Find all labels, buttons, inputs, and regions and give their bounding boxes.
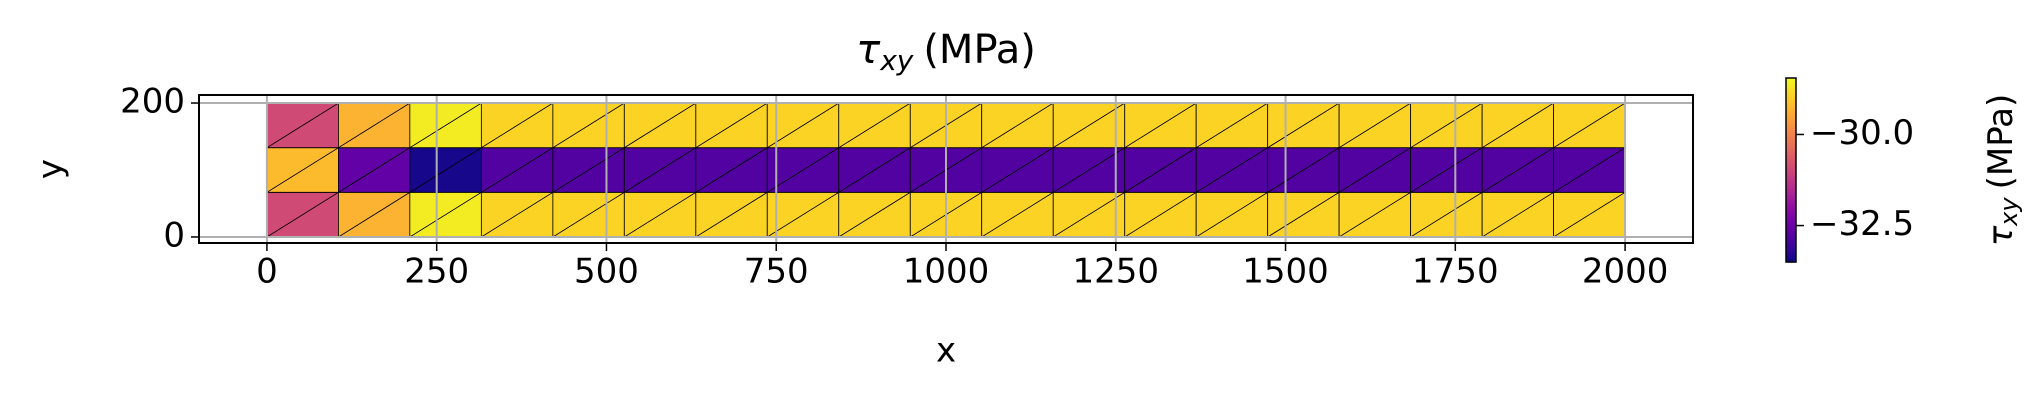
colorbar-step	[1786, 200, 1796, 205]
x-tick-label: 1500	[1242, 252, 1329, 292]
colorbar-step	[1786, 139, 1796, 143]
colorbar-step	[1786, 212, 1796, 217]
colorbar-tick-label: −30.0	[1810, 113, 1914, 153]
colorbar-step	[1786, 127, 1796, 131]
colorbar-step	[1786, 151, 1796, 156]
colorbar-step	[1786, 84, 1796, 88]
x-tick-label: 2000	[1582, 252, 1669, 292]
colorbar-step	[1786, 90, 1796, 94]
colorbar-step	[1786, 185, 1796, 189]
colorbar-step	[1786, 234, 1796, 239]
colorbar-step	[1786, 197, 1796, 202]
colorbar-step	[1786, 124, 1796, 128]
colorbar-step	[1786, 108, 1796, 113]
colorbar-step	[1786, 93, 1796, 97]
colorbar-label: τxy(MPa)	[1981, 94, 2024, 247]
colorbar-step	[1786, 133, 1796, 137]
colorbar-step	[1786, 194, 1796, 199]
colorbar-step	[1786, 99, 1796, 104]
colorbar-step	[1786, 246, 1796, 251]
x-tick-label: 0	[256, 252, 278, 292]
colorbar-step	[1786, 81, 1796, 85]
colorbar-step	[1786, 111, 1796, 116]
y-axis-label: y	[31, 159, 71, 179]
plot-frame	[198, 94, 1694, 244]
colorbar-step	[1786, 252, 1796, 257]
colorbar-step	[1786, 154, 1796, 159]
colorbar-step	[1786, 243, 1796, 248]
colorbar-step	[1786, 157, 1796, 162]
colorbar-step	[1786, 216, 1796, 220]
y-tick-label: 0	[163, 215, 185, 255]
colorbar-step	[1786, 209, 1796, 214]
colorbar-step	[1786, 188, 1796, 193]
colorbar-step	[1786, 148, 1796, 153]
colorbar-tick-label: −32.5	[1810, 204, 1914, 244]
colorbar-step	[1786, 237, 1796, 242]
x-tick-label: 1750	[1412, 252, 1499, 292]
colorbar-step	[1786, 219, 1796, 223]
colorbar-step	[1786, 206, 1796, 211]
colorbar-step	[1786, 179, 1796, 183]
colorbar-step	[1786, 182, 1796, 186]
colorbar-step	[1786, 222, 1796, 226]
colorbar-step	[1786, 117, 1796, 122]
colorbar-step	[1786, 225, 1796, 229]
colorbar-step	[1786, 170, 1796, 174]
colorbar-step	[1786, 231, 1796, 235]
colorbar-frame	[1785, 77, 1797, 263]
x-tick-label: 1000	[903, 252, 990, 292]
colorbar-step	[1786, 255, 1796, 260]
x-tick-label: 250	[404, 252, 469, 292]
colorbar-step	[1786, 249, 1796, 254]
colorbar-step	[1786, 105, 1796, 110]
colorbar-step	[1786, 120, 1796, 125]
colorbar-step	[1786, 102, 1796, 107]
colorbar-step	[1786, 191, 1796, 196]
colorbar-step	[1786, 145, 1796, 150]
colorbar-step	[1786, 142, 1796, 147]
colorbar-step	[1786, 203, 1796, 208]
y-tick-label: 200	[120, 82, 185, 122]
colorbar-step	[1786, 136, 1796, 140]
colorbar-step	[1786, 78, 1796, 82]
colorbar-step	[1786, 240, 1796, 245]
colorbar-step	[1786, 160, 1796, 165]
colorbar-step	[1786, 130, 1796, 134]
x-tick-label: 750	[744, 252, 809, 292]
colorbar-step	[1786, 173, 1796, 177]
x-axis-label: x	[936, 331, 956, 371]
x-tick-label: 500	[574, 252, 639, 292]
colorbar-step	[1786, 96, 1796, 101]
colorbar-step	[1786, 163, 1796, 168]
colorbar-step	[1786, 114, 1796, 119]
colorbar-step	[1786, 166, 1796, 171]
colorbar-step	[1786, 258, 1796, 263]
chart-title: τxy (MPa)	[856, 27, 1036, 77]
colorbar-step	[1786, 87, 1796, 91]
colorbar-step	[1786, 228, 1796, 232]
x-tick-label: 1250	[1073, 252, 1160, 292]
colorbar-step	[1786, 176, 1796, 180]
